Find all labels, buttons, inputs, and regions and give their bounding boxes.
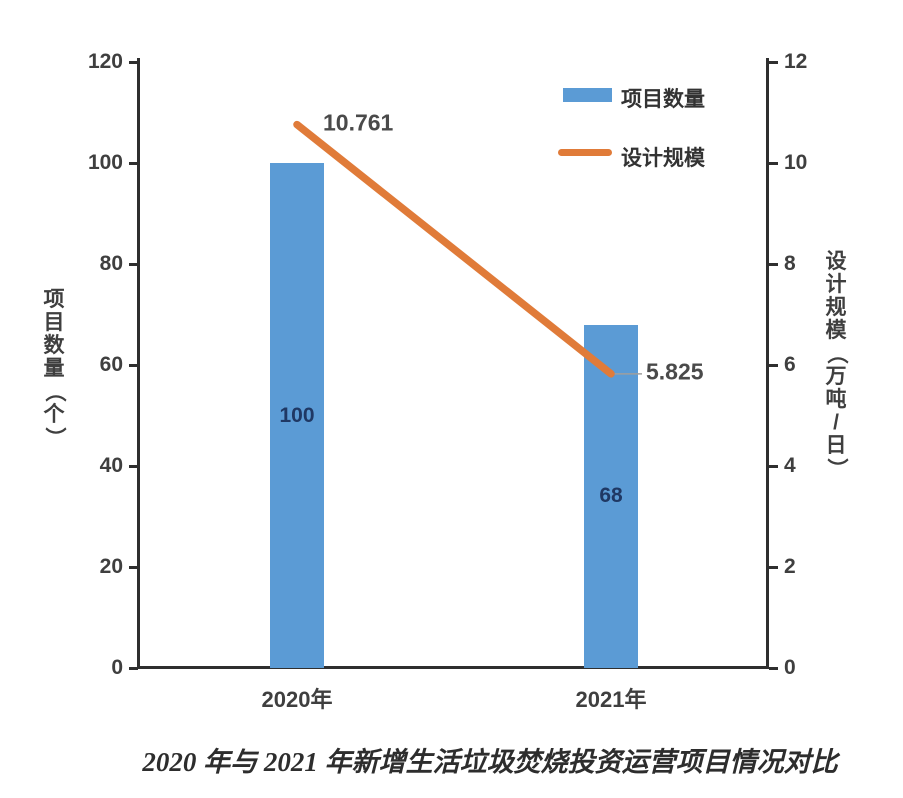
left-axis-tick <box>129 566 138 569</box>
axis-title-char: 量 <box>43 357 65 380</box>
axis-title-char: 日 <box>825 434 847 457</box>
axis-title-char: 目 <box>43 311 65 334</box>
axis-title-char: 数 <box>43 334 65 357</box>
left-axis-tick <box>129 465 138 468</box>
line-value-label: 10.761 <box>323 109 394 136</box>
right-axis-tick-label: 0 <box>784 656 796 679</box>
bar <box>270 163 324 668</box>
left-axis-tick <box>129 667 138 670</box>
axis-title-char: / <box>833 411 839 434</box>
right-axis-title: 设计规模（万吨 / 日） <box>820 250 852 480</box>
right-axis-tick <box>769 162 778 165</box>
right-axis-tick-label: 10 <box>784 151 808 174</box>
left-axis-tick <box>129 61 138 64</box>
left-axis-line <box>137 58 140 669</box>
x-axis-label: 2021年 <box>575 687 647 712</box>
line-value-label: 5.825 <box>646 358 704 385</box>
right-axis-tick-label: 12 <box>784 50 808 73</box>
left-axis-tick-label: 20 <box>99 555 123 578</box>
right-axis-tick <box>769 465 778 468</box>
axis-title-char: 吨 <box>825 388 847 411</box>
bottom-axis-line <box>137 666 769 669</box>
axis-title-char: （ <box>42 381 66 402</box>
chart-title: 2020 年与 2021 年新增生活垃圾焚烧投资运营项目情况对比 <box>142 747 838 777</box>
legend-line-swatch <box>558 149 612 156</box>
left-axis-tick-label: 120 <box>87 50 123 73</box>
line-path <box>293 120 615 378</box>
axis-title-char: 万 <box>825 365 847 388</box>
left-axis-tick-label: 80 <box>99 252 123 275</box>
left-axis-tick <box>129 364 138 367</box>
right-axis-tick-label: 8 <box>784 252 796 275</box>
right-axis-tick <box>769 667 778 670</box>
axis-title-char: ） <box>824 458 848 479</box>
legend-bar-swatch <box>563 88 612 102</box>
bar <box>584 324 638 668</box>
left-axis-tick-label: 60 <box>99 353 123 376</box>
right-axis-line <box>766 58 769 669</box>
bar-value-label: 100 <box>279 403 315 427</box>
bar-value-label: 68 <box>599 484 623 508</box>
axis-title-char: ） <box>42 427 66 448</box>
left-axis-title: 项目数量（个） <box>38 288 70 449</box>
right-axis-tick <box>769 566 778 569</box>
right-axis-tick <box>769 364 778 367</box>
left-axis-tick-label: 100 <box>87 151 123 174</box>
legend-bar-label: 项目数量 <box>621 88 705 111</box>
axis-title-char: 设 <box>825 250 847 273</box>
legend-line-label: 设计规模 <box>621 147 705 170</box>
left-axis-tick <box>129 162 138 165</box>
axis-title-char: 规 <box>825 296 847 319</box>
axis-title-char: 模 <box>825 319 847 342</box>
axis-title-char: 计 <box>825 273 847 296</box>
axis-title-char: 项 <box>43 288 65 311</box>
left-axis-tick-label: 40 <box>99 454 123 477</box>
right-axis-tick-label: 6 <box>784 353 796 376</box>
x-axis-label: 2020年 <box>261 687 333 712</box>
right-axis-tick <box>769 61 778 64</box>
right-axis-tick-label: 2 <box>784 555 796 578</box>
left-axis-tick-label: 0 <box>111 656 123 679</box>
right-axis-tick <box>769 263 778 266</box>
left-axis-tick <box>129 263 138 266</box>
axis-title-char: （ <box>824 343 848 364</box>
axis-title-char: 个 <box>43 403 65 426</box>
right-axis-tick-label: 4 <box>784 454 796 477</box>
